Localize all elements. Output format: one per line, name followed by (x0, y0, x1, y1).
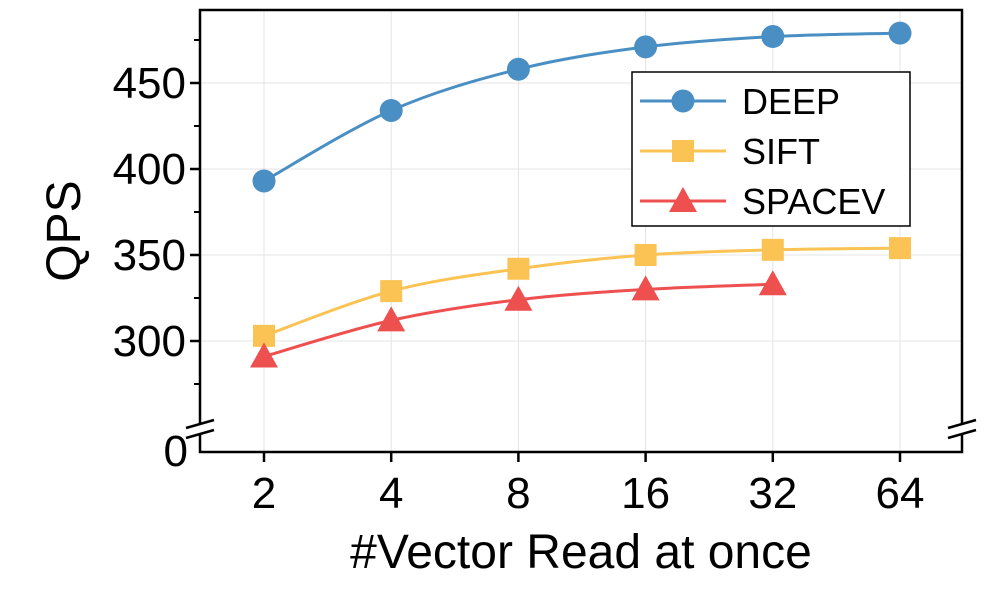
legend-label-sift: SIFT (742, 131, 820, 172)
x-tick-label: 8 (506, 469, 530, 518)
y-tick-label: 350 (113, 231, 186, 280)
y-tick-label: 400 (113, 145, 186, 194)
data-point-sift (253, 324, 275, 347)
x-axis-title: #Vector Read at once (350, 526, 812, 579)
data-point-deep (506, 57, 530, 81)
legend-marker-sift (672, 140, 694, 162)
x-tick-label: 16 (621, 469, 670, 518)
data-point-deep (252, 169, 276, 193)
data-point-spacev (250, 342, 278, 368)
x-tick-label: 4 (379, 469, 403, 518)
series-sift (253, 237, 911, 347)
legend: DEEP SIFT SPACEV (631, 71, 911, 227)
y-axis-break-right (947, 418, 977, 440)
series-deep (252, 21, 912, 193)
legend-marker-spacev (669, 187, 697, 212)
data-point-spacev (504, 285, 533, 311)
plot-frame (198, 8, 964, 454)
data-point-sift (380, 280, 403, 303)
data-point-spacev (377, 306, 406, 332)
series-layer (250, 21, 912, 368)
legend-label-deep: DEEP (742, 81, 840, 122)
data-point-spacev (758, 270, 787, 296)
data-point-spacev (631, 275, 660, 301)
y-tick-label-break: 0 (164, 427, 188, 476)
data-point-sift (507, 257, 530, 280)
series-spacev (250, 270, 787, 368)
data-point-deep (888, 21, 912, 45)
data-point-sift (761, 238, 784, 261)
x-tick-label: 32 (748, 469, 797, 518)
y-axis-break-left (185, 418, 215, 440)
legend-marker-deep (671, 89, 695, 113)
x-tick-label: 64 (876, 469, 925, 518)
tick-labels: 0 2 4 8 16 32 64 300 350 400 450 (113, 59, 925, 518)
series-line-deep (263, 31, 901, 183)
data-point-sift (889, 237, 911, 260)
data-point-deep (379, 99, 403, 123)
data-point-sift (634, 244, 657, 266)
y-axis-title: QPS (38, 180, 91, 281)
tick-marks (190, 39, 902, 462)
axes (185, 8, 977, 454)
y-tick-label: 300 (113, 317, 186, 366)
series-line-sift (263, 246, 901, 338)
data-point-deep (634, 35, 658, 59)
y-tick-label: 450 (113, 59, 186, 108)
data-point-deep (761, 25, 785, 49)
legend-label-spacev: SPACEV (742, 181, 885, 222)
x-tick-label: 2 (252, 469, 276, 518)
